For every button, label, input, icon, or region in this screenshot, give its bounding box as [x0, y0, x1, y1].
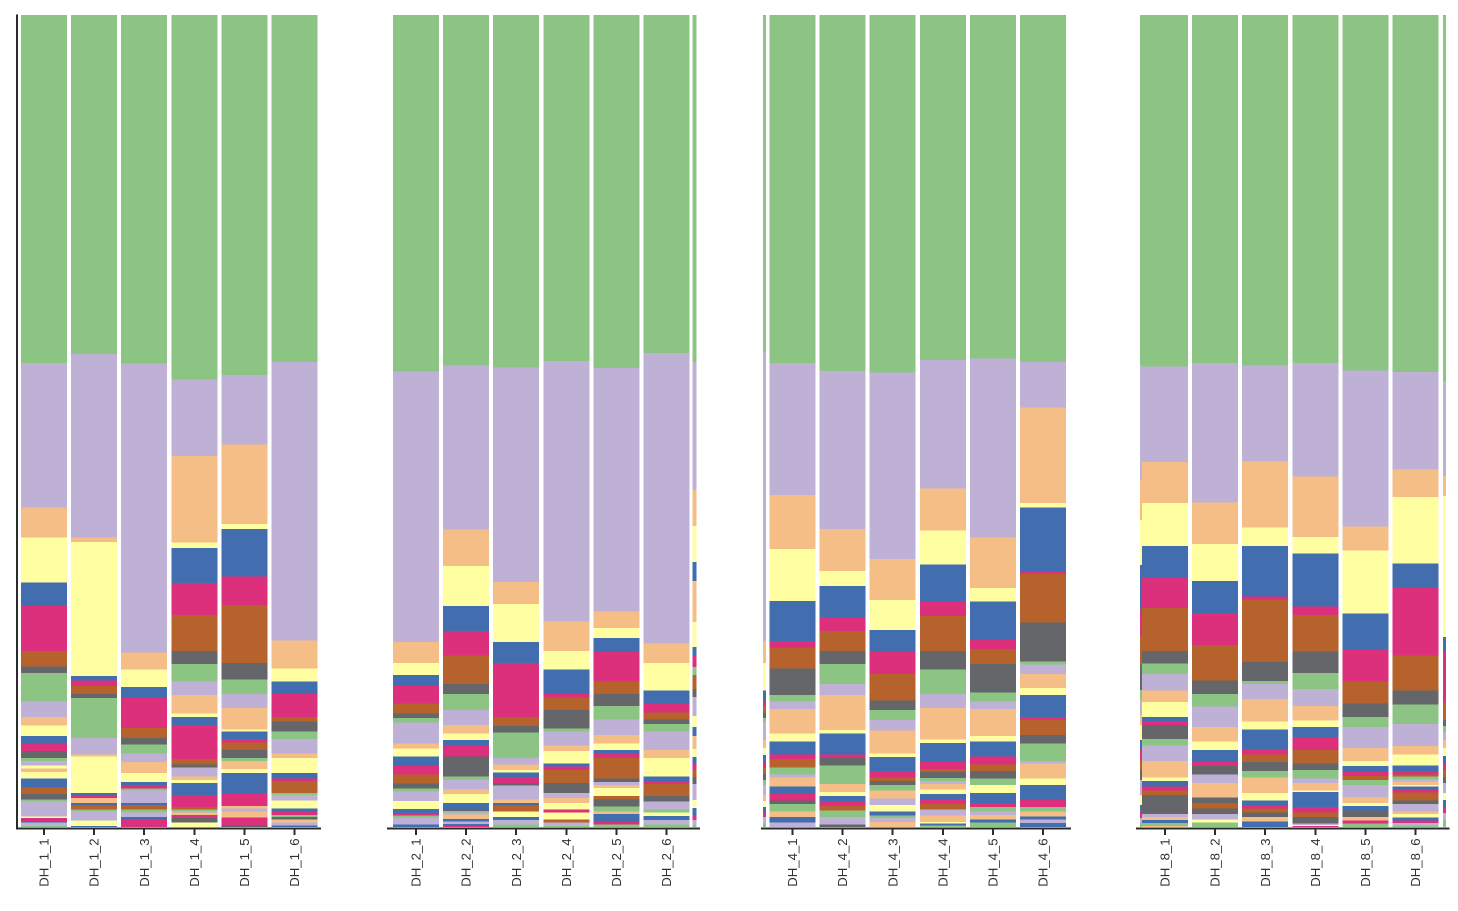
svg-text:DH_1_4: DH_1_4 — [187, 838, 202, 886]
svg-text:DH_2_1: DH_2_1 — [409, 838, 424, 886]
svg-text:DH_8_3: DH_8_3 — [1258, 838, 1273, 886]
svg-text:DH_2_4: DH_2_4 — [559, 838, 574, 886]
svg-text:DH_1_1: DH_1_1 — [37, 838, 52, 886]
svg-text:DH_4_6: DH_4_6 — [1036, 838, 1051, 886]
svg-text:DH_8_4: DH_8_4 — [1308, 838, 1323, 886]
svg-text:DH_1_6: DH_1_6 — [287, 838, 302, 886]
svg-text:DH_4_5: DH_4_5 — [986, 838, 1001, 886]
svg-text:DH_2_3: DH_2_3 — [509, 838, 524, 886]
svg-text:DH_1_5: DH_1_5 — [237, 838, 252, 886]
svg-text:DH_4_4: DH_4_4 — [936, 838, 951, 886]
svg-text:DH_8_1: DH_8_1 — [1158, 838, 1173, 886]
svg-text:DH_8_5: DH_8_5 — [1358, 838, 1373, 886]
svg-text:DH_8_2: DH_8_2 — [1208, 838, 1223, 886]
svg-text:DH_2_2: DH_2_2 — [459, 838, 474, 886]
svg-text:DH_4_3: DH_4_3 — [885, 838, 900, 886]
svg-text:DH_1_2: DH_1_2 — [87, 838, 102, 886]
svg-text:DH_1_3: DH_1_3 — [137, 838, 152, 886]
svg-text:DH_2_6: DH_2_6 — [659, 838, 674, 886]
svg-text:DH_2_5: DH_2_5 — [609, 838, 624, 886]
svg-text:DH_4_2: DH_4_2 — [835, 838, 850, 886]
svg-text:DH_4_1: DH_4_1 — [785, 838, 800, 886]
svg-text:DH_8_6: DH_8_6 — [1408, 838, 1423, 886]
